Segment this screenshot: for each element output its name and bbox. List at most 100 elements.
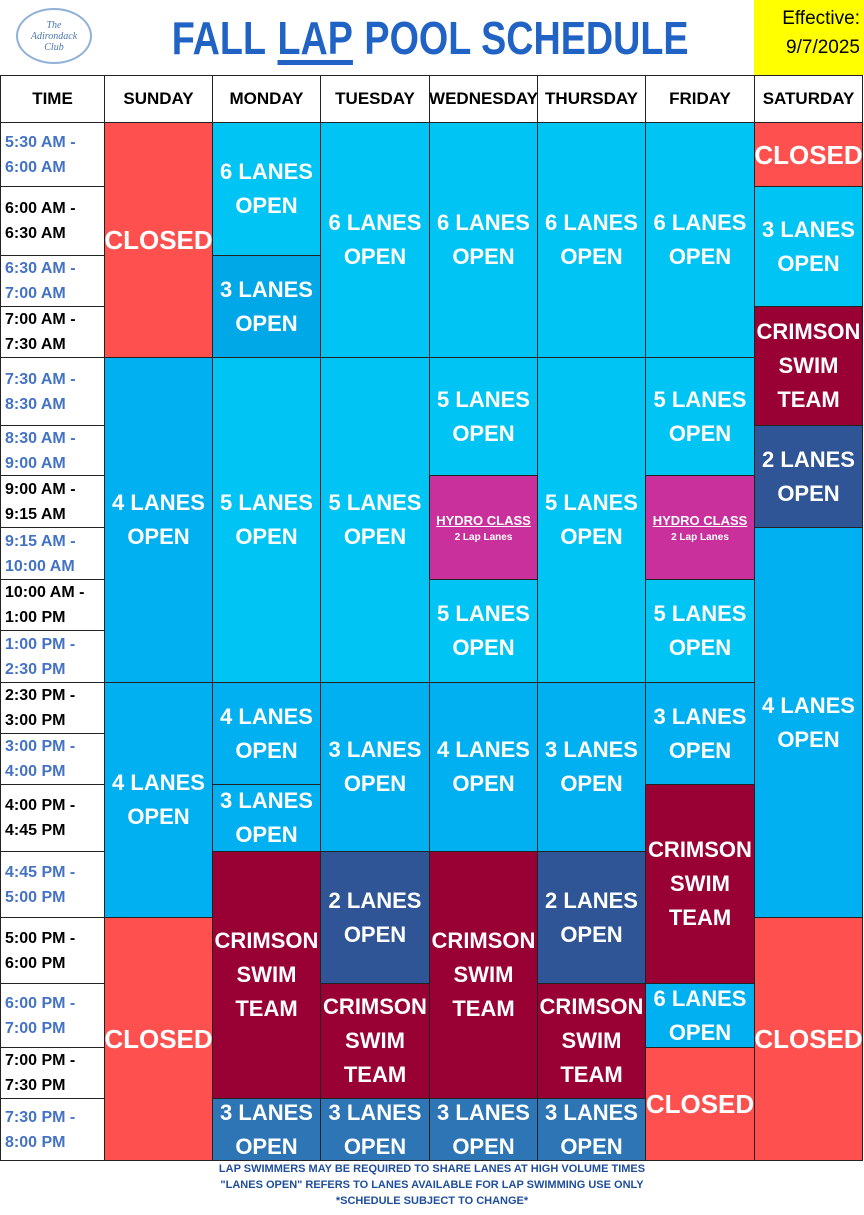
time-slot: 4:00 PM - 4:45 PM bbox=[0, 784, 105, 852]
schedule-block: 5 LANES OPEN bbox=[212, 357, 321, 683]
block-line: OPEN bbox=[560, 1133, 623, 1159]
schedule-block: 5 LANES OPEN bbox=[645, 579, 755, 683]
column-header: FRIDAY bbox=[645, 75, 755, 123]
block-line: OPEN bbox=[452, 635, 515, 660]
column-header: MONDAY bbox=[212, 75, 321, 123]
block-line: TEAM bbox=[777, 387, 840, 412]
block-line: OPEN bbox=[452, 244, 515, 269]
time-line: 1:00 PM bbox=[5, 609, 66, 626]
time-line: 4:45 PM bbox=[5, 822, 66, 839]
schedule-block: 6 LANES OPEN bbox=[645, 983, 755, 1048]
schedule-block: 3 LANES OPEN bbox=[429, 1098, 538, 1161]
time-line: 9:15 AM bbox=[5, 505, 66, 523]
block-line: 2 LANES bbox=[328, 887, 422, 913]
time-line: 9:15 AM - bbox=[5, 532, 76, 550]
time-line: 7:00 AM - bbox=[5, 311, 76, 328]
effective-date: 9/7/2025 bbox=[786, 37, 860, 58]
block-line: OPEN bbox=[452, 771, 515, 796]
column-header: TIME bbox=[0, 75, 105, 123]
schedule-block: 6 LANES OPEN bbox=[537, 122, 646, 358]
column-header: SATURDAY bbox=[754, 75, 863, 123]
block-line: OPEN bbox=[127, 524, 190, 549]
time-slot: 6:30 AM - 7:00 AM bbox=[0, 255, 105, 307]
schedule-block: CRIMSON SWIM TEAM bbox=[754, 306, 863, 426]
time-line: 2:30 PM - bbox=[5, 687, 76, 704]
block-line: 3 LANES bbox=[328, 737, 422, 762]
schedule-block: 2 LANES OPEN bbox=[537, 851, 646, 984]
time-slot: 9:15 AM - 10:00 AM bbox=[0, 527, 105, 580]
column-header: TUESDAY bbox=[320, 75, 430, 123]
block-line: 4 LANES bbox=[112, 770, 205, 795]
block-line: HYDRO CLASS bbox=[652, 512, 748, 528]
block-line: OPEN bbox=[343, 244, 407, 269]
block-line: OPEN bbox=[343, 921, 407, 947]
column-header: THURSDAY bbox=[537, 75, 646, 123]
schedule-block: 6 LANES OPEN bbox=[429, 122, 538, 358]
time-line: 4:45 PM - bbox=[5, 863, 76, 881]
time-slot: 7:30 PM - 8:00 PM bbox=[0, 1098, 105, 1161]
block-line: OPEN bbox=[560, 921, 623, 947]
schedule-block: 4 LANES OPEN bbox=[754, 527, 863, 918]
block-line: OPEN bbox=[560, 244, 623, 269]
block-line: CRIMSON bbox=[431, 928, 536, 953]
block-line: OPEN bbox=[235, 822, 298, 847]
schedule-block: HYDRO CLASS 2 Lap Lanes bbox=[429, 475, 538, 580]
block-line: OPEN bbox=[777, 250, 840, 276]
block-line: CRIMSON bbox=[539, 994, 644, 1019]
footer-line: LAP SWIMMERS MAY BE REQUIRED TO SHARE LA… bbox=[218, 1163, 646, 1175]
block-line: TEAM bbox=[343, 1062, 407, 1087]
block-line: 6 LANES bbox=[328, 210, 422, 235]
time-line: 7:00 AM bbox=[5, 285, 66, 302]
time-line: 10:00 AM - bbox=[5, 584, 85, 601]
schedule-block: 3 LANES OPEN bbox=[212, 784, 321, 852]
time-line: 8:30 AM bbox=[5, 395, 66, 413]
block-note: 2 Lap Lanes bbox=[454, 531, 513, 543]
block-line: 3 LANES bbox=[653, 703, 747, 729]
time-slot: 6:00 AM - 6:30 AM bbox=[0, 186, 105, 256]
block-line: OPEN bbox=[668, 737, 732, 763]
schedule-block: 5 LANES OPEN bbox=[537, 357, 646, 683]
schedule-block: 5 LANES OPEN bbox=[429, 357, 538, 476]
schedule-block: 3 LANES OPEN bbox=[754, 186, 863, 307]
time-slot: 2:30 PM - 3:00 PM bbox=[0, 682, 105, 734]
time-line: 7:30 AM - bbox=[5, 370, 76, 388]
block-line: 3 LANES bbox=[220, 1099, 313, 1125]
time-line: 10:00 AM bbox=[5, 557, 75, 575]
schedule-block: 3 LANES OPEN bbox=[537, 1098, 646, 1161]
block-line: 4 LANES bbox=[437, 737, 530, 762]
schedule-block: 3 LANES OPEN bbox=[212, 255, 321, 358]
footer: LAP SWIMMERS MAY BE REQUIRED TO SHARE LA… bbox=[0, 1161, 864, 1209]
block-line: 4 LANES bbox=[762, 692, 855, 718]
block-line: 6 LANES bbox=[545, 210, 638, 235]
time-slot: 7:30 AM - 8:30 AM bbox=[0, 357, 105, 426]
time-line: 4:00 PM bbox=[5, 763, 66, 780]
block-line: SWIM bbox=[345, 1028, 405, 1053]
title: FALL LAP POOL SCHEDULE bbox=[120, 8, 740, 68]
block-line: SWIM bbox=[670, 871, 730, 896]
time-line: 7:30 PM bbox=[5, 1077, 66, 1094]
time-line: 6:30 AM bbox=[5, 225, 66, 242]
block-line: TEAM bbox=[560, 1062, 623, 1087]
block-note: 2 Lap Lanes bbox=[671, 531, 729, 543]
time-line: 7:30 AM bbox=[5, 336, 66, 353]
block-line: OPEN bbox=[668, 635, 732, 660]
block-line: OPEN bbox=[668, 420, 732, 446]
block-line: 3 LANES bbox=[762, 216, 855, 242]
block-line: 5 LANES bbox=[437, 601, 530, 626]
block-line: 2 LANES bbox=[762, 446, 855, 472]
block-line: OPEN bbox=[777, 726, 840, 752]
time-slot: 6:00 PM - 7:00 PM bbox=[0, 983, 105, 1048]
time-line: 7:00 PM bbox=[5, 1019, 66, 1037]
column-header: WEDNESDAY bbox=[429, 75, 538, 123]
block-line: CRIMSON bbox=[323, 994, 427, 1019]
time-line: 9:00 AM bbox=[5, 454, 66, 472]
title-word: FALL bbox=[171, 12, 266, 64]
block-line: OPEN bbox=[235, 310, 298, 336]
time-line: 6:00 PM bbox=[5, 954, 66, 972]
time-line: 6:30 AM - bbox=[5, 260, 76, 277]
time-slot: 10:00 AM - 1:00 PM bbox=[0, 579, 105, 631]
block-line: SWIM bbox=[236, 962, 297, 987]
time-line: 1:00 PM - bbox=[5, 635, 76, 653]
block-line: CLOSED bbox=[104, 225, 213, 255]
block-line: OPEN bbox=[235, 737, 298, 763]
